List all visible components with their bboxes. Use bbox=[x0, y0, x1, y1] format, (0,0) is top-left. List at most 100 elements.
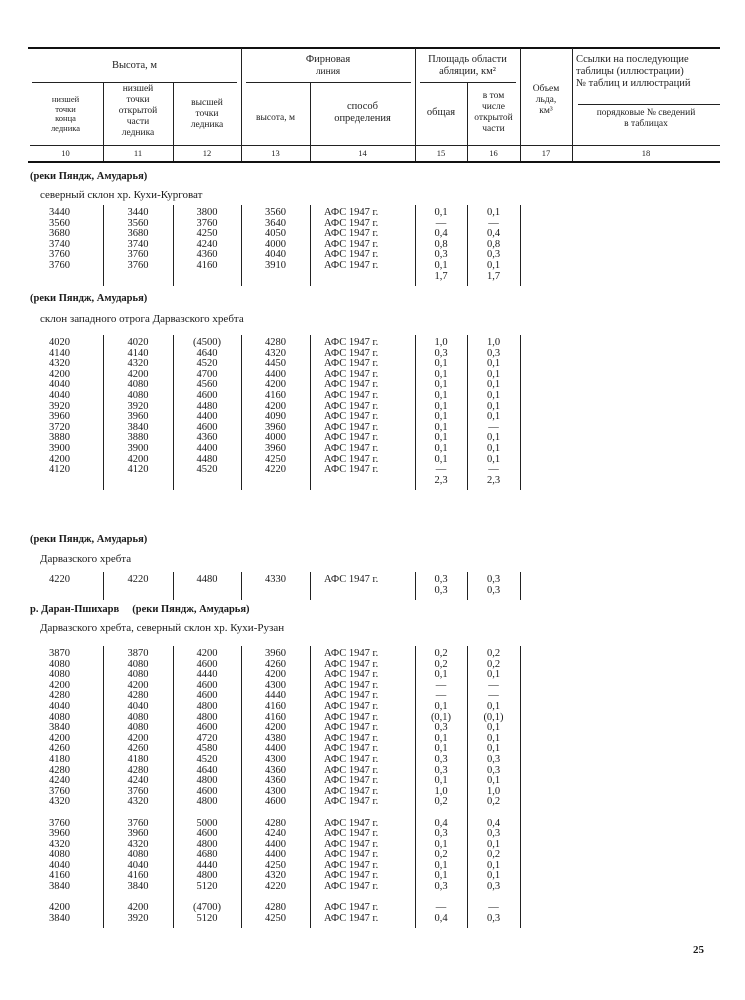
cell-col-12: 4600 bbox=[196, 658, 218, 670]
cell-col-16: 0,1 bbox=[486, 259, 501, 271]
cell-col-16: 0,2 bbox=[486, 796, 501, 808]
divider bbox=[520, 205, 521, 287]
cell-col-15: 0,1 bbox=[434, 700, 448, 712]
cell-col-14: АФС 1947 г. bbox=[324, 574, 379, 585]
cell-col-11: 3440 bbox=[127, 207, 149, 218]
cell-col-15: 0,3 bbox=[434, 584, 448, 596]
cell-col-13: 4220 bbox=[265, 464, 286, 476]
divider bbox=[415, 48, 416, 162]
cell-col-15: 0,1 bbox=[434, 432, 448, 444]
cell-col-10: 4080 bbox=[49, 711, 70, 723]
divider bbox=[520, 572, 521, 601]
label-line: открытой bbox=[474, 113, 513, 123]
cell-col-13: 4450 bbox=[265, 358, 286, 370]
cell-col-11: 3760 bbox=[127, 785, 149, 797]
cell-col-16: — bbox=[488, 902, 499, 914]
cell-col-10: 3900 bbox=[49, 442, 70, 454]
cell-col-15: 0,1 bbox=[434, 442, 448, 454]
cell-col-11: 4080 bbox=[127, 849, 149, 861]
cell-col-14: АФС 1947 г. bbox=[324, 389, 379, 401]
cell-col-16: — bbox=[488, 217, 499, 229]
cell-col-13: 4280 bbox=[265, 337, 286, 348]
table-row: 4160 4160 4800 4320 АФС 1947 г. 0,1 0,1 bbox=[28, 871, 520, 882]
table-row: 4220 4220 4480 4330 АФС 1947 г. 0,3 0,3 bbox=[28, 574, 520, 586]
cell-col-11: 3740 bbox=[127, 238, 149, 250]
table-row: 4080 4080 4800 4160 АФС 1947 г. (0,1) (0,1) bbox=[28, 711, 520, 724]
cell-col-12: 4800 bbox=[196, 775, 218, 787]
section-subtitle: северный склон хр. Кухи-Курговат bbox=[40, 189, 203, 201]
cell-col-13: 4200 bbox=[265, 669, 286, 681]
cell-col-16: 0,3 bbox=[486, 584, 501, 596]
label-line: точки bbox=[55, 103, 76, 114]
cell-col-16: 0,4 bbox=[486, 817, 501, 829]
label-line: порядковые № сведений bbox=[596, 108, 696, 118]
table-row: 3870 3870 4200 3960 АФС 1947 г. 0,2 0,2 bbox=[28, 648, 520, 660]
cell-col-14: АФС 1947 г. bbox=[324, 400, 379, 412]
cell-col-14: АФС 1947 г. bbox=[324, 442, 379, 454]
cell-col-11: 4080 bbox=[127, 379, 149, 391]
cell-col-10: 3840 bbox=[49, 912, 70, 924]
cell-col-13: 4000 bbox=[265, 432, 286, 444]
table-row: 4040 4040 4800 4160 АФС 1947 г. 0,1 0,1 bbox=[28, 700, 520, 713]
col-number: 15 bbox=[436, 148, 446, 158]
cell-col-15: — bbox=[435, 690, 447, 702]
cell-col-11: 4180 bbox=[127, 753, 149, 765]
divider bbox=[241, 572, 242, 601]
table-row: 3880 3880 4360 4000 АФС 1947 г. 0,1 0,1 bbox=[28, 433, 520, 444]
cell-col-11: 3680 bbox=[127, 228, 149, 240]
cell-col-13: 4250 bbox=[265, 859, 286, 871]
divider bbox=[520, 48, 521, 162]
cell-col-10: 3740 bbox=[49, 238, 70, 250]
label-line: низшей bbox=[122, 84, 154, 94]
col-number: 18 bbox=[641, 148, 651, 158]
label-line: открытой bbox=[118, 106, 158, 116]
cell-col-16: 0,1 bbox=[486, 207, 501, 218]
cell-col-14: АФС 1947 г. bbox=[324, 421, 379, 433]
divider bbox=[310, 205, 311, 287]
rule bbox=[28, 161, 720, 163]
col-lowest-open-label: низшей точки открытой части ледника bbox=[103, 84, 173, 139]
divider bbox=[310, 82, 311, 162]
cell-col-10: 4080 bbox=[49, 669, 70, 681]
cell-col-14: АФС 1947 г. bbox=[324, 453, 379, 465]
cell-col-16: 0,2 bbox=[486, 658, 501, 670]
divider bbox=[520, 646, 521, 929]
table-row: 4120 4120 4520 4220 АФС 1947 г. — — bbox=[28, 465, 520, 476]
cell-col-15: 1,0 bbox=[434, 337, 448, 348]
page-number: 25 bbox=[693, 944, 704, 956]
cell-col-11: 4200 bbox=[127, 902, 149, 914]
cell-col-14: АФС 1947 г. bbox=[324, 368, 379, 380]
cell-col-12: 4600 bbox=[196, 690, 218, 702]
cell-col-16: 0,3 bbox=[486, 828, 501, 840]
cell-col-10: 4040 bbox=[49, 379, 70, 391]
cell-col-10: 3960 bbox=[49, 411, 70, 423]
cell-col-13: 4300 bbox=[265, 785, 286, 797]
cell-col-15: 0,3 bbox=[434, 574, 448, 585]
cell-col-15: 0,1 bbox=[434, 379, 448, 391]
divider bbox=[310, 572, 311, 601]
cell-col-15: 0,4 bbox=[434, 817, 448, 829]
cell-col-14: АФС 1947 г. bbox=[324, 432, 379, 444]
divider bbox=[241, 646, 242, 929]
cell-col-15: 0,2 bbox=[434, 658, 448, 670]
cell-col-12: 4480 bbox=[196, 574, 218, 585]
table-row: 4320 4320 4520 4450 АФС 1947 г. 0,1 0,1 bbox=[28, 359, 520, 370]
cell-col-13: 3910 bbox=[265, 259, 286, 271]
label-line: ледника bbox=[121, 128, 155, 138]
cell-col-11: 4320 bbox=[127, 358, 149, 370]
cell-col-13: 4440 bbox=[265, 690, 286, 702]
divider bbox=[173, 205, 174, 287]
cell-col-11: 4120 bbox=[127, 464, 149, 476]
cell-col-15: 0,1 bbox=[434, 732, 448, 744]
cell-col-12: 4600 bbox=[196, 421, 218, 433]
cell-col-16: 0,1 bbox=[486, 775, 501, 787]
cell-col-12: 4440 bbox=[196, 859, 218, 871]
cell-col-11: 3960 bbox=[127, 411, 149, 423]
table-row: 4260 4260 4580 4400 АФС 1947 г. 0,1 0,1 bbox=[28, 744, 520, 755]
divider bbox=[241, 335, 242, 491]
cell-col-13: 4300 bbox=[265, 679, 286, 691]
label-line: точки bbox=[126, 95, 150, 105]
cell-col-10: 3840 bbox=[49, 881, 70, 893]
cell-col-12: 3760 bbox=[196, 217, 218, 229]
cell-col-14: АФС 1947 г. bbox=[324, 881, 379, 893]
